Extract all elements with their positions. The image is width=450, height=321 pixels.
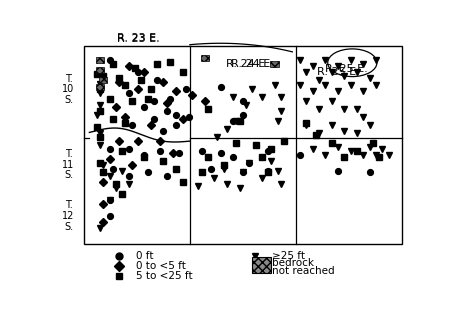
Text: 5 to <25 ft: 5 to <25 ft [136,271,193,281]
Text: T.
12
S.: T. 12 S. [62,200,75,232]
Text: bedrock: bedrock [273,258,315,268]
Text: not reached: not reached [273,266,335,276]
Text: R. 23 E.: R. 23 E. [117,33,159,43]
Bar [99,77,108,82]
Text: 0 ft: 0 ft [136,251,154,261]
Bar [96,57,104,63]
Text: 0 to <5 ft: 0 to <5 ft [136,261,186,272]
Text: R. 23 E.: R. 23 E. [117,34,159,44]
Text: R. 24 E.: R. 24 E. [231,59,274,69]
Text: T.
11
S.: T. 11 S. [63,149,75,180]
Bar [201,55,209,61]
Bar [252,257,271,273]
Text: ≥25 ft: ≥25 ft [273,251,306,261]
Text: R. 25 E.: R. 25 E. [324,64,367,74]
Text: R. 24 E.: R. 24 E. [226,59,269,69]
Text: R. 25 E.: R. 25 E. [317,67,360,77]
Text: T.
10
S.: T. 10 S. [63,74,75,105]
Bar [84,46,401,244]
Bar [270,61,279,67]
Bar [96,84,104,91]
Bar [96,67,104,73]
